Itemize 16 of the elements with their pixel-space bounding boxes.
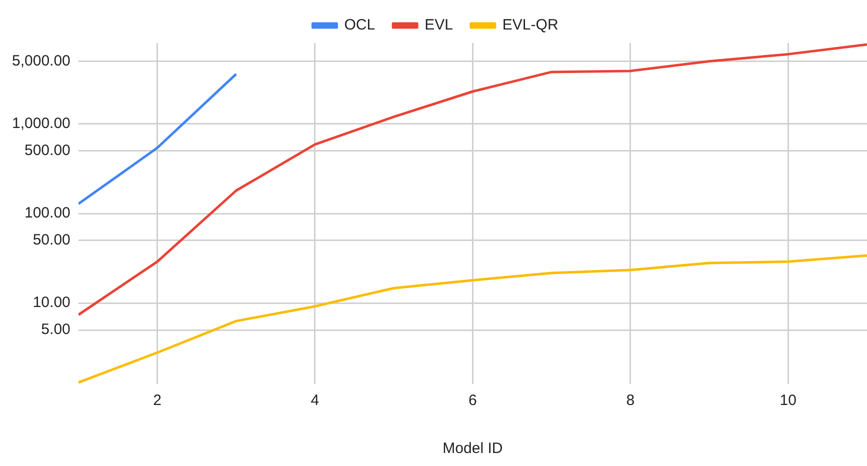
y-tick-label: 1,000.00 [12,115,70,132]
y-tick-label: 500.00 [24,142,70,160]
y-tick-label: 100.00 [24,204,70,222]
legend-label: EVL [424,16,453,34]
legend-label: EVL-QR [502,16,558,34]
legend-label: OCL [344,16,376,34]
y-tick-label: 50.00 [32,232,70,249]
x-tick-label: 6 [468,392,477,410]
y-tick-label: 10.00 [32,294,70,312]
y-tick-label: 5,000.00 [12,52,70,70]
x-axis-title: Model ID [442,440,503,458]
y-tick-label: 5.00 [41,321,70,338]
x-tick-label: 8 [626,392,635,410]
x-tick-label: 10 [780,392,796,410]
x-tick-label: 4 [310,392,320,410]
x-tick-label: 2 [153,392,162,410]
